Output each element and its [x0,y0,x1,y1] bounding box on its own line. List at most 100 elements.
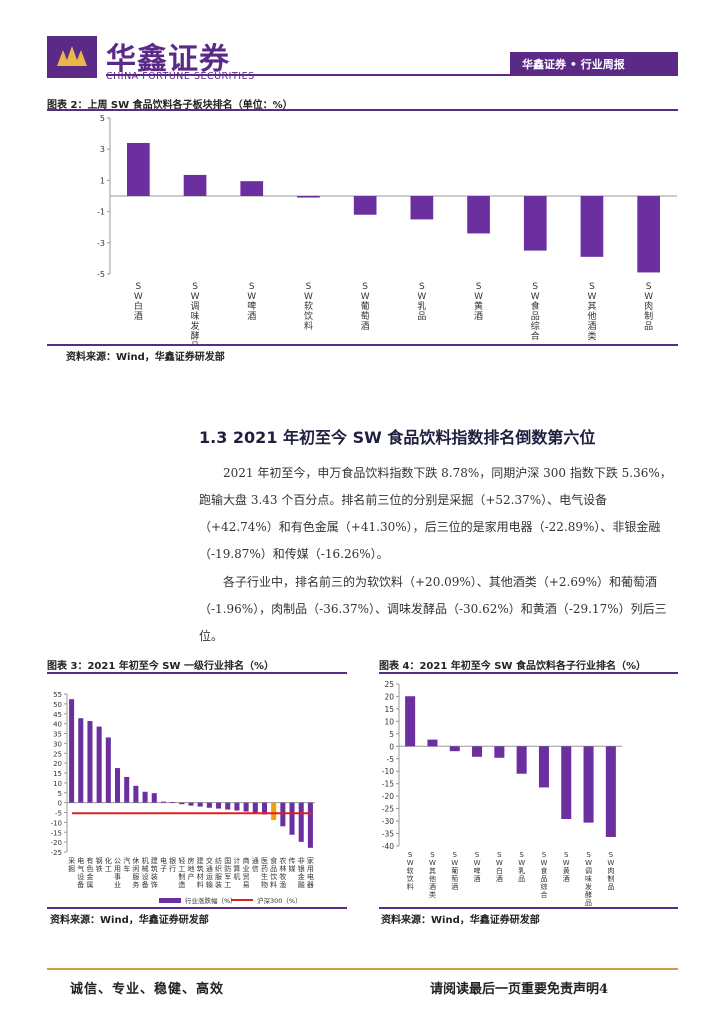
x-category-label: 汽车 [123,856,130,873]
x-category-label: 医药生物 [261,857,268,889]
bar [472,746,483,757]
x-category-label: 房地产 [188,856,195,881]
report-type-tag: 华鑫证券 • 行业周报 [522,58,625,71]
bar [179,802,185,805]
y-tick-label: 55 [53,691,62,699]
y-tick-label: 10 [384,717,394,726]
x-category-label: 国防军工 [224,857,231,889]
y-tick-label: -10 [382,767,394,776]
y-tick-label: -1 [97,208,105,217]
figure-4-top-rule [379,672,678,674]
x-category-label: 计算机 [233,856,240,881]
x-category-label: 公用事业 [114,857,121,889]
bar [78,718,84,803]
figure-3-title: 图表 3：2021 年初至今 SW 一级行业排名（%） [47,661,274,672]
bar [114,768,121,803]
bar [124,776,130,803]
x-category-label: 商业贸易 [243,856,250,889]
x-category-label: 钢铁 [96,856,103,873]
bar [561,746,572,820]
x-category-label: S W 葡萄酒 [361,282,370,332]
bar [538,746,549,788]
x-category-label: 纺织服装 [215,856,222,889]
x-category-label: S W 肉制品 [644,282,653,332]
x-category-label: 建筑装饰 [151,856,158,889]
x-category-label: S W 软饮料 [304,282,313,332]
x-category-label: 建筑材料 [197,856,204,889]
bar [637,196,660,273]
y-tick-label: 0 [389,742,394,751]
y-tick-label: 45 [53,711,62,719]
bar [410,196,434,220]
bar [96,726,102,803]
y-tick-label: 1 [100,176,105,185]
y-tick-label: 20 [53,760,62,768]
y-tick-label: -5 [97,270,105,279]
y-tick-label: 15 [384,705,394,714]
x-category-label: S W 软饮料 [407,851,414,891]
bar [405,696,416,747]
company-logo [47,36,97,78]
bar [494,746,505,758]
bar [142,791,148,803]
figure-4-bottom-rule [379,907,678,909]
x-category-label: 有色金属 [86,856,93,889]
bar [197,802,203,807]
bar [516,746,527,774]
figure-3-source: 资料来源：Wind，华鑫证券研发部 [50,915,209,926]
bar [133,785,139,803]
bar [427,739,438,747]
x-category-label: 电子 [160,856,167,873]
x-category-label: 非银金融 [298,856,305,889]
bar [289,802,295,835]
x-category-label: S W 黄酒 [474,282,483,322]
legend-swatch-bar [159,898,181,903]
bar [183,174,207,196]
x-category-label: 家用电器 [307,856,314,889]
y-tick-label: -30 [382,817,394,826]
bar [151,793,157,803]
footer-motto: 诚信、专业、稳健、高效 [70,982,225,997]
figure-4-title: 图表 4：2021 年初至今 SW 食品饮料各子行业排名（%） [379,661,646,672]
x-category-label: S W 其他酒类 [429,851,436,899]
bar [298,802,304,842]
bar [252,802,258,813]
bar [580,196,604,257]
y-tick-label: -20 [382,792,394,801]
section-heading: 1.3 2021 年初至今 SW 食品饮料指数排名倒数第六位 [199,428,596,447]
y-tick-label: 15 [53,770,62,778]
x-category-label: 交通运输 [206,856,213,889]
legend-label-line: 沪深300（%） [257,896,302,905]
bar [297,196,320,198]
bar [225,802,231,810]
bar [449,746,460,752]
bar [240,181,264,196]
figure-2-source: 资料来源：Wind，华鑫证券研发部 [66,352,225,363]
figure-4-chart: 25 20 15 10 5 0 -5 -10 -15 -20 -25 -30 -35 -40 S W 软饮料 S W… [382,680,622,906]
footer-rule [47,968,678,970]
bar [261,802,268,815]
legend-label-bar: 行业涨跌幅（%） [185,896,237,905]
y-tick-label: 5 [389,730,394,739]
y-tick-label: -5 [387,755,395,764]
bar [271,802,277,820]
paragraph-1: 2021 年初至今，申万食品饮料指数下跌 8.78%，同期沪深 300 指数下跌… [199,466,672,561]
x-category-label: S W 肉制品 [607,851,614,891]
x-category-label: 银行 [169,856,176,873]
x-category-label: 电气设备 [77,856,84,889]
bar [170,802,176,803]
y-tick-label: 40 [53,721,62,729]
figure-3-bottom-rule [47,907,347,909]
figure-2-title: 图表 2：上周 SW 食品饮料各子板块排名（单位：%） [47,100,293,111]
y-tick-label: 25 [384,680,394,689]
bar [605,746,616,837]
y-tick-label: -20 [51,839,62,847]
figure-2-top-rule [47,109,678,111]
x-category-label: 化工 [105,856,112,873]
bar [583,746,594,823]
x-category-label: 轻工制造 [178,856,185,889]
header-rule [106,74,678,76]
bar [523,196,547,251]
